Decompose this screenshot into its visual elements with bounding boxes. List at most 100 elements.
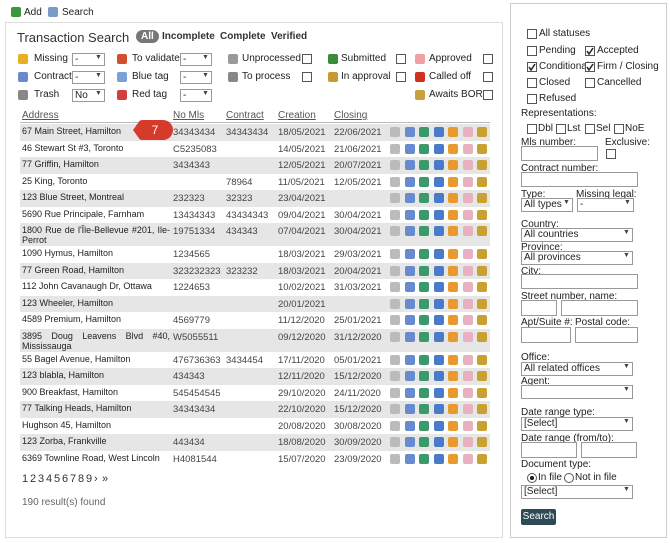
action-icon[interactable]	[404, 354, 415, 365]
action-icon[interactable]	[433, 282, 444, 292]
address-link[interactable]: 123 Wheeler, Hamilton	[22, 297, 114, 308]
action-icon[interactable]	[419, 404, 429, 414]
action-icon[interactable]	[404, 265, 415, 276]
address-link[interactable]: 5690 Rue Principale, Farnham	[22, 208, 145, 219]
checkbox[interactable]	[302, 72, 312, 82]
action-icon[interactable]	[433, 176, 444, 187]
page-link[interactable]: 7	[70, 473, 77, 485]
action-icon[interactable]	[448, 143, 458, 154]
select[interactable]: All provinces	[521, 251, 633, 265]
action-icon[interactable]	[419, 193, 429, 203]
address-link[interactable]: Hughson 45, Hamilton	[22, 419, 112, 430]
action-icon[interactable]	[433, 249, 444, 259]
action-icon[interactable]	[404, 282, 415, 292]
action-icon[interactable]	[433, 143, 444, 154]
action-icon[interactable]	[404, 226, 415, 236]
action-icon[interactable]	[448, 404, 458, 414]
action-icon[interactable]	[404, 437, 415, 447]
page-link[interactable]: 4	[46, 473, 53, 485]
action-icon[interactable]	[448, 249, 458, 259]
action-icon[interactable]	[477, 331, 487, 342]
action-icon[interactable]	[462, 404, 473, 414]
action-icon[interactable]	[462, 160, 473, 170]
action-icon[interactable]	[404, 420, 415, 431]
address-link[interactable]: 77 Green Road, Hamilton	[22, 264, 125, 275]
action-icon[interactable]	[448, 420, 458, 431]
action-icon[interactable]	[477, 226, 487, 236]
radio[interactable]	[564, 473, 574, 483]
column-header[interactable]: Closing	[334, 110, 368, 121]
action-icon[interactable]	[404, 143, 415, 154]
text-input[interactable]	[521, 172, 638, 187]
action-icon[interactable]	[433, 371, 444, 381]
address-link[interactable]: 67 Main Street, Hamilton	[22, 126, 122, 136]
action-icon[interactable]	[477, 282, 487, 292]
action-icon[interactable]	[433, 331, 444, 342]
checkbox[interactable]	[396, 54, 406, 64]
action-icon[interactable]	[433, 437, 444, 447]
select[interactable]: All types	[521, 198, 573, 212]
action-icon[interactable]	[419, 420, 429, 431]
action-icon[interactable]	[448, 176, 458, 187]
action-icon[interactable]	[404, 404, 415, 414]
action-icon[interactable]	[419, 315, 429, 325]
action-icon[interactable]	[404, 193, 415, 203]
action-icon[interactable]	[448, 127, 458, 137]
select[interactable]: -	[180, 89, 212, 102]
action-icon[interactable]	[419, 371, 429, 381]
action-icon[interactable]	[404, 371, 415, 381]
action-icon[interactable]	[390, 315, 400, 325]
action-icon[interactable]	[390, 265, 400, 276]
checkbox[interactable]	[302, 54, 312, 64]
action-icon[interactable]	[433, 420, 444, 431]
action-icon[interactable]	[433, 387, 444, 398]
text-input[interactable]	[521, 442, 577, 458]
action-icon[interactable]	[419, 282, 429, 292]
action-icon[interactable]	[477, 420, 487, 431]
page-link[interactable]: ›	[94, 473, 98, 485]
action-icon[interactable]	[462, 282, 473, 292]
action-icon[interactable]	[462, 193, 473, 203]
action-icon[interactable]	[448, 226, 458, 236]
action-icon[interactable]	[390, 209, 400, 220]
action-icon[interactable]	[477, 315, 487, 325]
action-icon[interactable]	[433, 265, 444, 276]
address-link[interactable]: 46 Stewart St #3, Toronto	[22, 142, 124, 153]
text-input[interactable]	[521, 300, 557, 316]
address-link[interactable]: 900 Breakfast, Hamilton	[22, 386, 119, 397]
action-icon[interactable]	[448, 453, 458, 464]
action-icon[interactable]	[419, 226, 429, 236]
action-icon[interactable]	[448, 331, 458, 342]
checkbox[interactable]	[483, 54, 493, 64]
select[interactable]: All related offices	[521, 362, 633, 376]
select[interactable]: [Select]	[521, 485, 633, 499]
action-icon[interactable]	[419, 437, 429, 447]
action-icon[interactable]	[390, 437, 400, 447]
action-icon[interactable]	[419, 176, 429, 187]
action-icon[interactable]	[477, 265, 487, 276]
action-icon[interactable]	[477, 437, 487, 447]
action-icon[interactable]	[448, 387, 458, 398]
page-link[interactable]: 6	[62, 473, 69, 485]
action-icon[interactable]	[433, 354, 444, 365]
action-icon[interactable]	[390, 193, 400, 203]
action-icon[interactable]	[419, 127, 429, 137]
action-icon[interactable]	[477, 371, 487, 381]
select[interactable]: [Select]	[521, 417, 633, 431]
page-link[interactable]: 5	[54, 473, 61, 485]
action-icon[interactable]	[433, 315, 444, 325]
text-input[interactable]	[561, 300, 638, 316]
checkbox[interactable]	[585, 124, 595, 134]
action-icon[interactable]	[462, 437, 473, 447]
action-icon[interactable]	[419, 249, 429, 259]
checkbox[interactable]	[585, 78, 595, 88]
action-icon[interactable]	[462, 209, 473, 220]
action-icon[interactable]	[433, 127, 444, 137]
address-link[interactable]: 6369 Townline Road, West Lincoln	[22, 452, 160, 463]
search-button[interactable]: Search	[521, 509, 556, 525]
address-link[interactable]: 4589 Premium, Hamilton	[22, 314, 122, 324]
action-icon[interactable]	[477, 193, 487, 203]
page-link[interactable]: 1	[22, 473, 29, 485]
page-link[interactable]: 3	[38, 473, 45, 485]
address-link[interactable]: 1800 Rue de l'Île-Bellevue #201, Ile-Per…	[22, 225, 170, 245]
